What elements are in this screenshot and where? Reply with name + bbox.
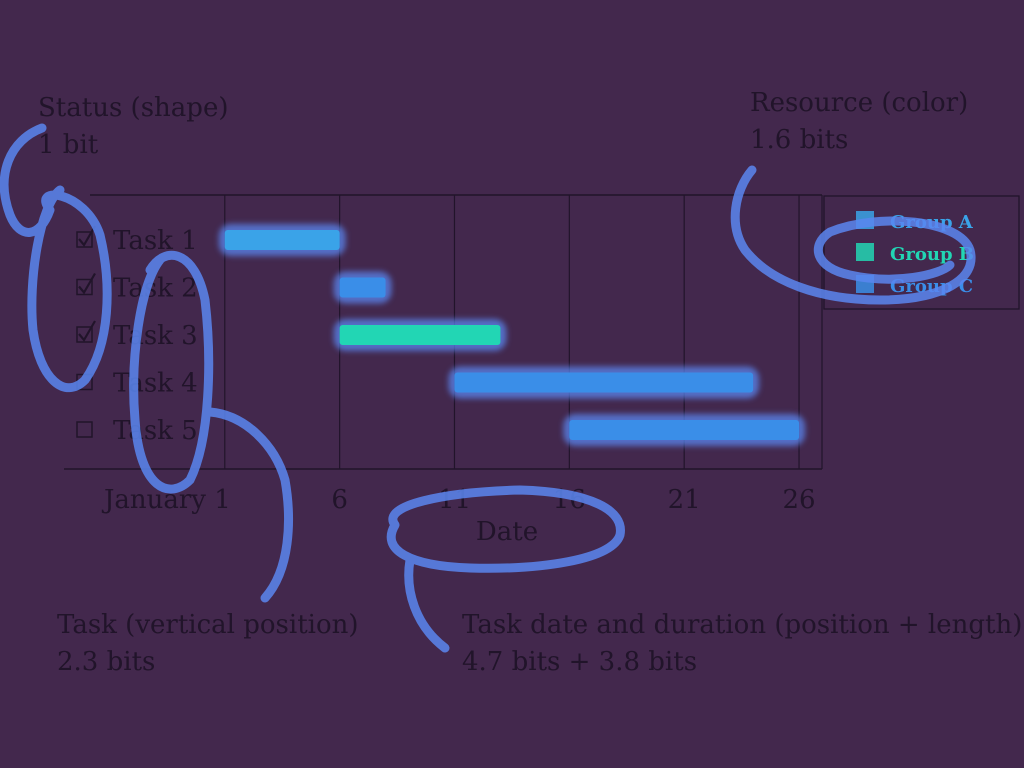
resource-annotation-info: 1.6 bits — [750, 125, 849, 155]
highlight-scribbles — [0, 123, 976, 653]
task-status-checkbox — [76, 278, 93, 296]
task-bar — [224, 230, 340, 250]
legend-swatch — [856, 243, 874, 261]
task-status-check-icon — [78, 320, 96, 342]
bar-layer — [218, 224, 806, 446]
task-status-checkbox — [76, 326, 93, 343]
status-annotation-info: 1 bit — [38, 130, 99, 160]
task-label: Task 2 — [113, 274, 198, 304]
task-annotation-title: Task (vertical position) — [57, 610, 359, 640]
date-annotation-title: Task date and duration (position + lengt… — [462, 610, 1023, 640]
status-annotation: Status (shape) 1 bit — [38, 90, 228, 164]
task-status-checkbox — [76, 231, 93, 248]
task-label: Task 1 — [113, 226, 198, 256]
scribble-date-ellipse — [386, 485, 625, 573]
task-bar — [339, 325, 501, 345]
task-bar — [339, 277, 386, 298]
x-axis-title: Date — [476, 517, 538, 547]
task-bar — [569, 420, 800, 440]
legend-label: Group B — [890, 244, 974, 265]
task-annotation: Task (vertical position) 2.3 bits — [57, 607, 359, 681]
scribble-date-pointer — [404, 555, 450, 653]
status-annotation-title: Status (shape) — [38, 93, 229, 123]
date-annotation: Task date and duration (position + lengt… — [462, 607, 1022, 681]
task-label: Task 4 — [113, 369, 198, 399]
x-tick-label: 26 — [782, 485, 815, 515]
task-status-checkbox — [76, 421, 93, 438]
task-annotation-info: 2.3 bits — [57, 647, 156, 677]
x-tick-label: 6 — [331, 485, 348, 515]
task-bar — [454, 372, 754, 393]
task-label: Task 3 — [113, 321, 198, 351]
resource-annotation: Resource (color) 1.6 bits — [750, 85, 968, 159]
scribble-task-loop — [129, 250, 214, 494]
task-label: Task 5 — [113, 416, 198, 446]
scribble-resource-loop — [730, 165, 976, 305]
resource-annotation-title: Resource (color) — [750, 88, 969, 118]
task-status-check-icon — [78, 225, 96, 247]
date-annotation-info: 4.7 bits + 3.8 bits — [462, 647, 698, 677]
legend-box — [823, 195, 1020, 310]
x-tick-label: 21 — [668, 485, 701, 515]
scribble-status-loop — [0, 123, 112, 393]
scribble-task-pointer — [205, 407, 293, 603]
task-status-check-icon — [78, 272, 96, 295]
